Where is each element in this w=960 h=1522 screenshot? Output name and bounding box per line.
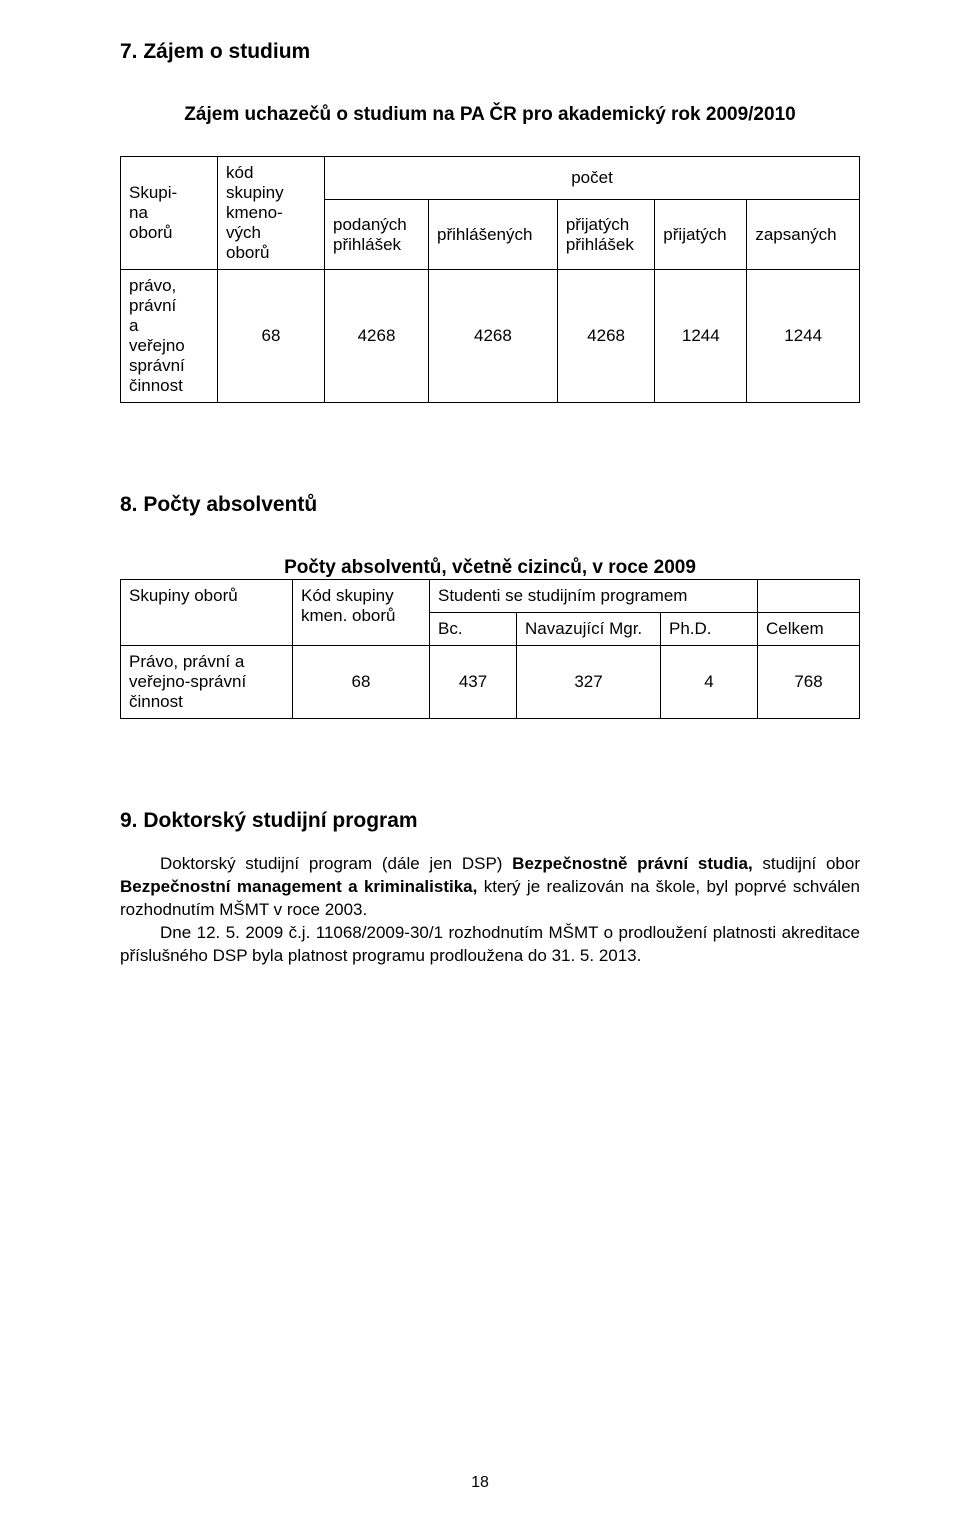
td-kod: 68: [293, 646, 430, 719]
th-skupina-oboru: Skupi- na oborů: [121, 157, 218, 270]
th-blank: [758, 580, 860, 613]
table-row: Skupiny oborů Kód skupiny kmen. oborů St…: [121, 580, 860, 613]
section-8-heading: 8. Počty absolventů: [120, 493, 860, 517]
p1a: Doktorský studijní program (dále jen DSP…: [160, 854, 512, 873]
th-pocet: počet: [325, 157, 860, 200]
paragraph-line: Doktorský studijní program (dále jen DSP…: [120, 853, 860, 922]
td-prij-prihlasek: 4268: [557, 270, 654, 403]
th-studenti-programem: Studenti se studijním programem: [430, 580, 758, 613]
section-8-table-wrap: Skupiny oborů Kód skupiny kmen. oborů St…: [120, 579, 860, 719]
section-8: 8. Počty absolventů Počty absolventů, vč…: [120, 493, 860, 579]
th-mgr: Navazující Mgr.: [517, 613, 661, 646]
td-bc: 437: [430, 646, 517, 719]
td-phd: 4: [661, 646, 758, 719]
th-phd: Ph.D.: [661, 613, 758, 646]
th-bc: Bc.: [430, 613, 517, 646]
section-9-heading: 9. Doktorský studijní program: [120, 809, 860, 833]
th-zapsanych: zapsaných: [747, 200, 860, 270]
td-mgr: 327: [517, 646, 661, 719]
table-row: Právo, právní a veřejno-správní činnost …: [121, 646, 860, 719]
th-podanych: podaných přihlášek: [325, 200, 429, 270]
td-celkem: 768: [758, 646, 860, 719]
page: 7. Zájem o studium Zájem uchazečů o stud…: [0, 0, 960, 1522]
section-7-subtitle: Zájem uchazečů o studium na PA ČR pro ak…: [120, 104, 860, 126]
p1b-bold: Bezpečnostně právní studia,: [512, 854, 753, 873]
p2: Dne 12. 5. 2009 č.j. 11068/2009-30/1 roz…: [120, 922, 860, 968]
td-podanych: 4268: [325, 270, 429, 403]
table-row: právo, právní a veřejno správní činnost …: [121, 270, 860, 403]
section-9-paragraph: Doktorský studijní program (dále jen DSP…: [120, 853, 860, 968]
th-celkem: Celkem: [758, 613, 860, 646]
table-row: Skupi- na oborů kód skupiny kmeno- vých …: [121, 157, 860, 200]
section-7-heading: 7. Zájem o studium: [120, 40, 860, 64]
td-prihlasenych: 4268: [428, 270, 557, 403]
td-label: Právo, právní a veřejno-správní činnost: [121, 646, 293, 719]
section-9: 9. Doktorský studijní program Doktorský …: [120, 809, 860, 968]
section-8-subtitle: Počty absolventů, včetně cizinců, v roce…: [120, 557, 860, 579]
td-zapsanych: 1244: [747, 270, 860, 403]
p1d-bold: Bezpečnostní management a kriminalistika…: [120, 877, 477, 896]
th-kod-skupiny: Kód skupiny kmen. oborů: [293, 580, 430, 646]
td-kod: 68: [218, 270, 325, 403]
td-label: právo, právní a veřejno správní činnost: [121, 270, 218, 403]
th-prij-prihlasek: přijatých přihlášek: [557, 200, 654, 270]
section-7: 7. Zájem o studium Zájem uchazečů o stud…: [120, 40, 860, 403]
td-prijatych: 1244: [655, 270, 747, 403]
table-graduates-2: Skupiny oborů Kód skupiny kmen. oborů St…: [120, 579, 860, 719]
table-interest: Skupi- na oborů kód skupiny kmeno- vých …: [120, 156, 860, 403]
p1c: studijní obor: [753, 854, 860, 873]
th-kod-skupiny: kód skupiny kmeno- vých oborů: [218, 157, 325, 270]
th-skupiny-oboru: Skupiny oborů: [121, 580, 293, 646]
th-prihlasenych: přihlášených: [428, 200, 557, 270]
page-number: 18: [0, 1474, 960, 1492]
th-prijatych: přijatých: [655, 200, 747, 270]
